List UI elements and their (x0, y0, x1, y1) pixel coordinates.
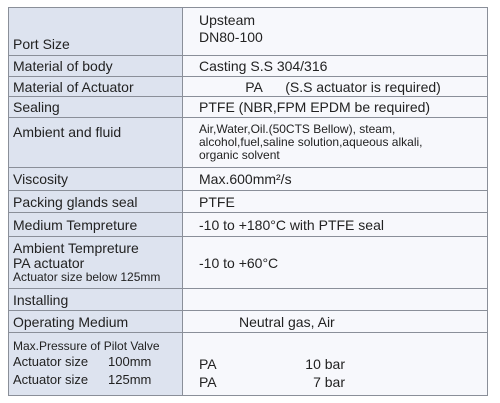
label: Operating Medium (8, 311, 183, 332)
pressure-line: PA 7 bar (199, 373, 487, 391)
row: Installing (8, 289, 488, 311)
value: PA (S.S actuator is required) (183, 77, 488, 96)
text: Ambient Tempreture (13, 240, 139, 256)
size-line: Actuator size 125mm (13, 371, 182, 389)
value: -10 to +180°C with PTFE seal (183, 213, 488, 236)
text: 10 bar (305, 356, 345, 372)
text: Upsteam (199, 12, 256, 28)
text: (S.S actuator is required) (285, 78, 441, 95)
text: DN80-100 (199, 29, 263, 45)
row: Port Size Upsteam DN80-100 (8, 8, 488, 56)
text: PA (199, 374, 217, 390)
pressure-line: PA 10 bar (199, 355, 487, 373)
label: Material of Actuator (8, 77, 183, 96)
text: Air,Water,Oil.(50CTS Bellow), steam, (199, 122, 396, 136)
label: Ambient and fluid (8, 118, 183, 167)
value: PTFE (NBR,FPM EPDM be required) (183, 97, 488, 117)
value: Casting S.S 304/316 (183, 56, 488, 76)
text: 125mm (108, 371, 152, 387)
row: Material of body Casting S.S 304/316 (8, 56, 488, 77)
text: 100mm (108, 353, 152, 369)
label: Viscosity (8, 168, 183, 190)
text: 7 bar (313, 374, 345, 390)
text: Max.Pressure of Pilot Valve (13, 338, 160, 353)
row: Material of Actuator PA (S.S actuator is … (8, 77, 488, 97)
row: Viscosity Max.600mm²/s (8, 168, 488, 191)
text: Actuator size (13, 371, 89, 387)
spec-table: Port Size Upsteam DN80-100 Material of bo… (8, 7, 488, 396)
label: Installing (8, 289, 183, 310)
row: Packing glands seal PTFE (8, 191, 488, 213)
row: Operating Medium Neutral gas, Air (8, 311, 488, 333)
label: Medium Tempreture (8, 213, 183, 236)
label: Max.Pressure of Pilot Valve Actuator siz… (8, 333, 183, 395)
text: Actuator size below 125mm (13, 270, 161, 284)
label: Ambient Tempreture PA actuator Actuator si… (8, 237, 183, 288)
text: PA (199, 356, 217, 372)
value: Neutral gas, Air (183, 311, 488, 332)
text: organic solvent (199, 148, 280, 162)
value: Air,Water,Oil.(50CTS Bellow), steam, alco… (183, 118, 488, 167)
text: PA (245, 78, 263, 95)
text: PA actuator (13, 255, 85, 271)
row: Max.Pressure of Pilot Valve Actuator siz… (8, 333, 488, 396)
text: alcohol,fuel,saline solution,aqueous alk… (199, 135, 423, 149)
label: Packing glands seal (8, 191, 183, 212)
row: Ambient and fluid Air,Water,Oil.(50CTS B… (8, 118, 488, 168)
value: Max.600mm²/s (183, 168, 488, 190)
row: Ambient Tempreture PA actuator Actuator si… (8, 237, 488, 289)
value (183, 289, 488, 310)
row: Medium Tempreture -10 to +180°C with PTF… (8, 213, 488, 237)
label: Port Size (8, 8, 183, 55)
label: Material of body (8, 56, 183, 76)
value: -10 to +60°C (183, 237, 488, 288)
label: Sealing (8, 97, 183, 117)
value: PA 10 bar PA 7 bar (183, 333, 488, 395)
row: Sealing PTFE (NBR,FPM EPDM be required) (8, 97, 488, 118)
value: Upsteam DN80-100 (183, 8, 488, 55)
size-line: Actuator size 100mm (13, 353, 182, 371)
text: Actuator size (13, 353, 89, 369)
value: PTFE (183, 191, 488, 212)
